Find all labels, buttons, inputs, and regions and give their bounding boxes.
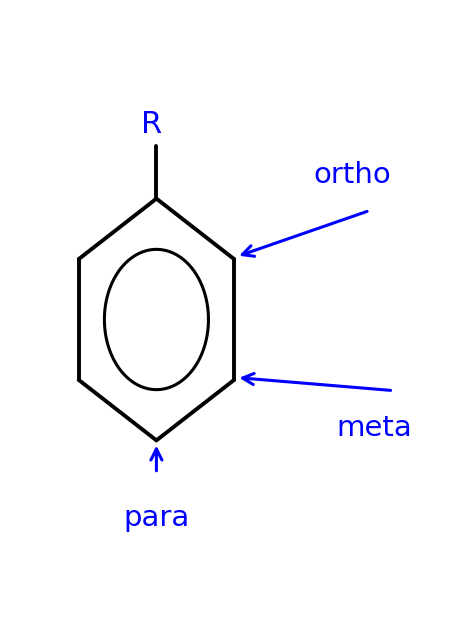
Text: ortho: ortho bbox=[313, 161, 391, 189]
Text: R: R bbox=[141, 111, 162, 139]
Text: meta: meta bbox=[337, 414, 412, 442]
Text: para: para bbox=[123, 504, 190, 532]
